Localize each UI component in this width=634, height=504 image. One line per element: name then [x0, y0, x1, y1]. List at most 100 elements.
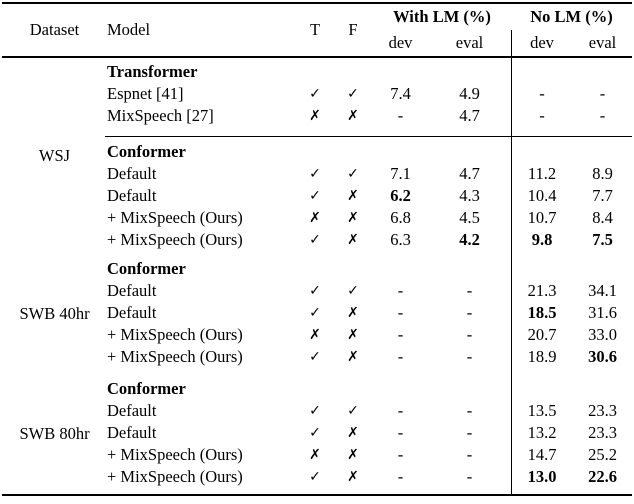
f-flag-check-icon: ✓	[347, 403, 359, 419]
table-section: SWB 80hr Conformer Default ✓ ✓ - -13.5 23.3 Defa…	[2, 374, 632, 494]
f-flag-cross-icon: ✗	[347, 305, 359, 321]
wlm-dev-cell: -	[397, 401, 404, 420]
nolm-dev-cell: 20.7	[527, 325, 557, 344]
table-section: WSJ Transformer Espnet [41] ✓ ✓ 7.4 4.9- - MixSp…	[2, 58, 632, 254]
table-row: + MixSpeech (Ours) ✗ ✗ - - 14.7 25.2	[2, 444, 632, 466]
table-row: Default ✓ ✓ - - 13.5 23.3	[2, 400, 632, 422]
t-flag-check-icon: ✓	[309, 86, 321, 102]
table-row: MixSpeech [27] ✗ ✗ - 4.7 - -	[2, 105, 632, 127]
model-cell: Transformer	[107, 62, 198, 81]
dataset-label: WSJ	[38, 146, 71, 165]
wlm-eval-cell: -	[466, 467, 473, 486]
results-table: Dataset Model T F With LM (%) dev eval N…	[2, 2, 632, 496]
wlm-dev-cell: 7.1	[390, 164, 411, 183]
wlm-eval-cell: -	[466, 445, 473, 464]
nolm-dev-cell: 21.3	[527, 281, 557, 300]
section-column-divider	[511, 254, 512, 374]
nolm-dev-cell: 13.0	[527, 467, 557, 486]
nolm-eval-cell: 33.0	[588, 325, 617, 344]
col-header-f: F	[348, 20, 358, 39]
wlm-dev-cell: 6.8	[390, 208, 411, 227]
nolm-eval-cell: 34.1	[588, 281, 617, 300]
nolm-eval-cell: 7.7	[592, 186, 613, 205]
subheader-row: Transformer	[2, 61, 632, 83]
table-row: + MixSpeech (Ours) ✓ ✗ - - 13.0 22.6	[2, 466, 632, 488]
wlm-eval-cell: 4.7	[459, 164, 480, 183]
model-cell: Conformer	[107, 259, 186, 278]
t-flag-check-icon: ✓	[309, 166, 321, 182]
t-flag-check-icon: ✓	[309, 188, 321, 204]
wlm-eval-cell: 4.2	[459, 230, 480, 249]
f-flag-check-icon: ✓	[347, 86, 359, 102]
wlm-eval-cell: -	[466, 303, 473, 322]
col-header-model: Model	[107, 20, 151, 39]
f-flag-check-icon: ✓	[347, 166, 359, 182]
nolm-dev-cell: -	[539, 106, 545, 125]
table-body: WSJ Transformer Espnet [41] ✓ ✓ 7.4 4.9- - MixSp…	[2, 58, 632, 494]
header-column-divider	[511, 30, 512, 56]
nolm-dev-cell: 13.2	[527, 423, 557, 442]
wlm-eval-cell: -	[466, 401, 473, 420]
col-group-with-lm-subheaders: dev eval	[373, 30, 511, 56]
model-cell: Default	[107, 423, 157, 442]
nolm-eval-cell: 23.3	[588, 423, 617, 442]
f-flag-cross-icon: ✗	[347, 425, 359, 441]
midrule-line	[105, 136, 632, 137]
wlm-dev-cell: -	[397, 423, 404, 442]
model-cell: Espnet [41]	[107, 84, 184, 103]
wlm-dev-cell: 7.4	[390, 84, 411, 103]
f-flag-cross-icon: ✗	[347, 327, 359, 343]
t-flag-check-icon: ✓	[309, 349, 321, 365]
wlm-eval-cell: 4.5	[459, 208, 480, 227]
t-flag-cross-icon: ✗	[309, 327, 321, 343]
table-row: + MixSpeech (Ours) ✓ ✗ 6.3 4.2 9.8 7.5	[2, 229, 632, 251]
t-flag-cross-icon: ✗	[309, 210, 321, 226]
wlm-eval-cell: 4.3	[459, 186, 480, 205]
f-flag-cross-icon: ✗	[347, 447, 359, 463]
f-flag-cross-icon: ✗	[347, 210, 359, 226]
subheader-row: Conformer	[2, 141, 632, 163]
top-rule	[2, 2, 632, 4]
nolm-dev-cell: 18.5	[527, 303, 557, 322]
table-row: Espnet [41] ✓ ✓ 7.4 4.9 - -	[2, 83, 632, 105]
nolm-eval-cell: 8.9	[592, 164, 613, 183]
table-header: Dataset Model T F With LM (%) dev eval N…	[2, 4, 632, 56]
section-column-divider	[511, 374, 512, 494]
nolm-dev-cell: 18.9	[527, 347, 557, 366]
wlm-eval-cell: 4.7	[459, 106, 480, 125]
f-flag-check-icon: ✓	[347, 283, 359, 299]
model-cell: + MixSpeech (Ours)	[107, 467, 243, 486]
col-group-with-lm: With LM (%) dev eval	[373, 4, 511, 56]
t-flag-check-icon: ✓	[309, 283, 321, 299]
nolm-dev-cell: 10.4	[527, 186, 557, 205]
t-flag-check-icon: ✓	[309, 425, 321, 441]
model-cell: Default	[107, 401, 157, 420]
col-header-with-lm-dev: dev	[388, 33, 413, 52]
nolm-eval-cell: 31.6	[588, 303, 617, 322]
nolm-dev-cell: 11.2	[527, 164, 557, 183]
nolm-dev-cell: -	[539, 84, 545, 103]
col-header-no-lm-eval: eval	[588, 33, 617, 52]
dataset-label: SWB 40hr	[19, 304, 90, 323]
nolm-dev-cell: 9.8	[531, 230, 553, 249]
nolm-eval-cell: 25.2	[588, 445, 617, 464]
col-header-dataset: Dataset	[29, 20, 80, 39]
model-cell: Default	[107, 303, 157, 322]
model-cell: Conformer	[107, 142, 186, 161]
wlm-dev-cell: -	[397, 303, 404, 322]
wlm-eval-cell: -	[466, 423, 473, 442]
table-row: Default ✓ ✗ 6.2 4.3 10.4 7.7	[2, 185, 632, 207]
wlm-eval-cell: 4.9	[459, 84, 480, 103]
section-column-divider	[511, 58, 512, 254]
nolm-eval-cell: 22.6	[588, 467, 617, 486]
table-row: Default ✓ ✗ - - 18.5 31.6	[2, 302, 632, 324]
t-flag-check-icon: ✓	[309, 469, 321, 485]
table-row: Default ✓ ✓ 7.1 4.7 11.2 8.9	[2, 163, 632, 185]
nolm-eval-cell: -	[599, 84, 606, 103]
f-flag-cross-icon: ✗	[347, 469, 359, 485]
model-cell: + MixSpeech (Ours)	[107, 325, 243, 344]
model-cell: Default	[107, 281, 157, 300]
nolm-eval-cell: 8.4	[592, 208, 613, 227]
col-header-no-lm-dev: dev	[530, 33, 554, 52]
wlm-dev-cell: -	[397, 325, 404, 344]
